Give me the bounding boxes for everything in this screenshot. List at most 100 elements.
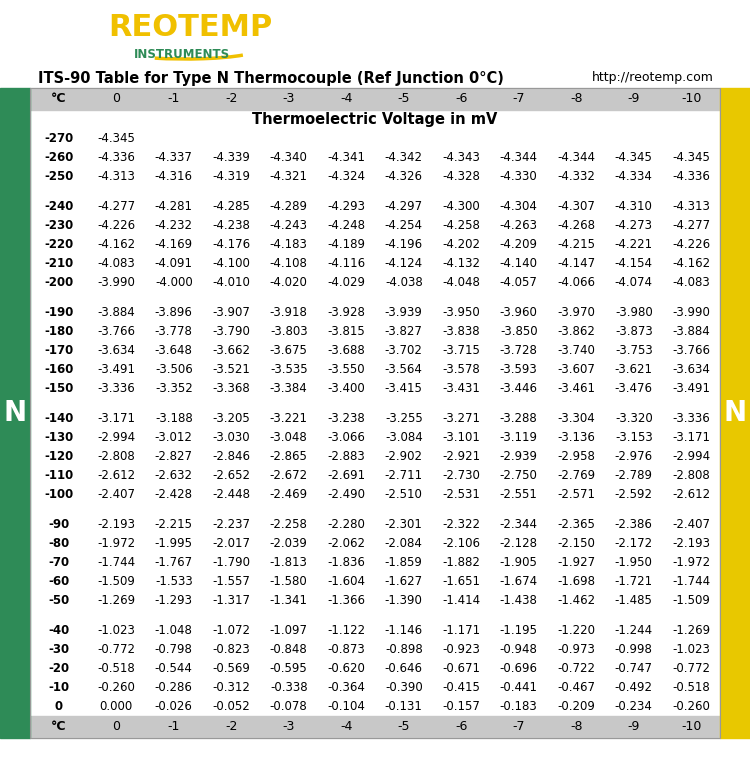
Text: -1.414: -1.414: [442, 594, 480, 607]
Text: -2: -2: [225, 721, 238, 734]
Text: -3.980: -3.980: [615, 305, 652, 319]
Text: 0: 0: [112, 92, 120, 105]
Text: -3.304: -3.304: [557, 412, 596, 424]
Text: -1: -1: [167, 92, 180, 105]
Text: -4.341: -4.341: [327, 151, 365, 164]
Text: -3.593: -3.593: [500, 363, 538, 376]
Text: -50: -50: [48, 594, 69, 607]
Text: -30: -30: [48, 643, 69, 656]
Text: -1.023: -1.023: [672, 643, 710, 656]
Text: -4.057: -4.057: [500, 276, 538, 289]
Text: -1.972: -1.972: [672, 556, 710, 568]
Text: -0.848: -0.848: [270, 643, 308, 656]
Text: -4.162: -4.162: [98, 238, 135, 251]
Text: -1.859: -1.859: [385, 556, 423, 568]
Text: -3.506: -3.506: [154, 363, 193, 376]
Text: -1.244: -1.244: [615, 624, 652, 637]
Text: -2.883: -2.883: [327, 450, 365, 463]
Text: -210: -210: [44, 257, 74, 270]
Text: -5: -5: [398, 92, 410, 105]
Text: -0.671: -0.671: [442, 662, 480, 675]
Text: -4.183: -4.183: [270, 238, 308, 251]
Text: -4.285: -4.285: [212, 200, 250, 213]
Text: -0.973: -0.973: [557, 643, 596, 656]
Text: -3.850: -3.850: [500, 325, 538, 338]
Text: -0.923: -0.923: [442, 643, 480, 656]
Text: -2.322: -2.322: [442, 518, 480, 531]
Text: -2.490: -2.490: [327, 488, 365, 501]
Text: -2.958: -2.958: [557, 450, 596, 463]
Text: -3.521: -3.521: [212, 363, 250, 376]
Text: -1.950: -1.950: [615, 556, 652, 568]
Text: -20: -20: [48, 662, 69, 675]
Text: -0.078: -0.078: [270, 700, 308, 713]
Text: -1.171: -1.171: [442, 624, 480, 637]
Text: -3.740: -3.740: [557, 344, 596, 357]
Text: -120: -120: [44, 450, 74, 463]
Text: -0.898: -0.898: [385, 643, 423, 656]
Text: -3.803: -3.803: [270, 325, 308, 338]
Text: -3: -3: [283, 721, 295, 734]
Text: -4.258: -4.258: [442, 219, 480, 232]
Text: -4.310: -4.310: [615, 200, 652, 213]
Text: -3.634: -3.634: [98, 344, 135, 357]
Text: -4.254: -4.254: [385, 219, 423, 232]
Text: -4.154: -4.154: [615, 257, 652, 270]
Text: -1: -1: [167, 721, 180, 734]
Text: -4.340: -4.340: [270, 151, 308, 164]
Text: -1.509: -1.509: [98, 575, 135, 588]
Bar: [30, 88, 720, 110]
Text: -4.339: -4.339: [212, 151, 250, 164]
Text: -1.882: -1.882: [442, 556, 480, 568]
Text: -3.990: -3.990: [672, 305, 710, 319]
Text: -4.209: -4.209: [500, 238, 538, 251]
Text: -2.808: -2.808: [672, 469, 710, 482]
Text: -3.368: -3.368: [212, 382, 250, 395]
Text: -90: -90: [48, 518, 69, 531]
Text: -2.612: -2.612: [672, 488, 710, 501]
Text: °C: °C: [51, 721, 67, 734]
Text: -1.072: -1.072: [212, 624, 250, 637]
Text: -3.384: -3.384: [270, 382, 308, 395]
Text: -4.313: -4.313: [672, 200, 710, 213]
Text: -3.136: -3.136: [557, 431, 596, 443]
Text: -2.808: -2.808: [98, 450, 135, 463]
Text: -4: -4: [340, 92, 352, 105]
Text: -1.905: -1.905: [500, 556, 538, 568]
Text: -4.226: -4.226: [98, 219, 135, 232]
Text: -1.122: -1.122: [327, 624, 365, 637]
Text: -3.030: -3.030: [212, 431, 250, 443]
Text: -4.330: -4.330: [500, 171, 538, 183]
Text: -0.415: -0.415: [442, 681, 480, 694]
Text: -200: -200: [44, 276, 74, 289]
Text: -1.744: -1.744: [672, 575, 710, 588]
Text: -110: -110: [44, 469, 74, 482]
Text: -3.884: -3.884: [98, 305, 135, 319]
Text: -2.652: -2.652: [212, 469, 250, 482]
Text: -2.017: -2.017: [212, 537, 250, 550]
Text: -2.258: -2.258: [270, 518, 308, 531]
Text: -4.268: -4.268: [557, 219, 596, 232]
Text: 0: 0: [112, 721, 120, 734]
Text: -1.674: -1.674: [500, 575, 538, 588]
Text: -4.345: -4.345: [672, 151, 710, 164]
Text: -4.124: -4.124: [385, 257, 423, 270]
Text: -4.307: -4.307: [557, 200, 596, 213]
Text: -4.345: -4.345: [615, 151, 652, 164]
Text: -70: -70: [48, 556, 69, 568]
Text: Thermoelectric Voltage in mV: Thermoelectric Voltage in mV: [252, 112, 498, 127]
Text: -180: -180: [44, 325, 74, 338]
Text: -3.119: -3.119: [500, 431, 538, 443]
Text: -1.533: -1.533: [154, 575, 193, 588]
Text: -3.336: -3.336: [98, 382, 135, 395]
Text: -1.097: -1.097: [270, 624, 308, 637]
Text: -2.711: -2.711: [385, 469, 423, 482]
Text: °C: °C: [51, 92, 67, 105]
Text: -4.038: -4.038: [385, 276, 423, 289]
Text: -2: -2: [225, 92, 238, 105]
Text: -4.189: -4.189: [327, 238, 365, 251]
Text: -4.332: -4.332: [557, 171, 596, 183]
Text: -1.972: -1.972: [98, 537, 135, 550]
Text: -6: -6: [455, 721, 467, 734]
Text: -3.171: -3.171: [672, 431, 710, 443]
